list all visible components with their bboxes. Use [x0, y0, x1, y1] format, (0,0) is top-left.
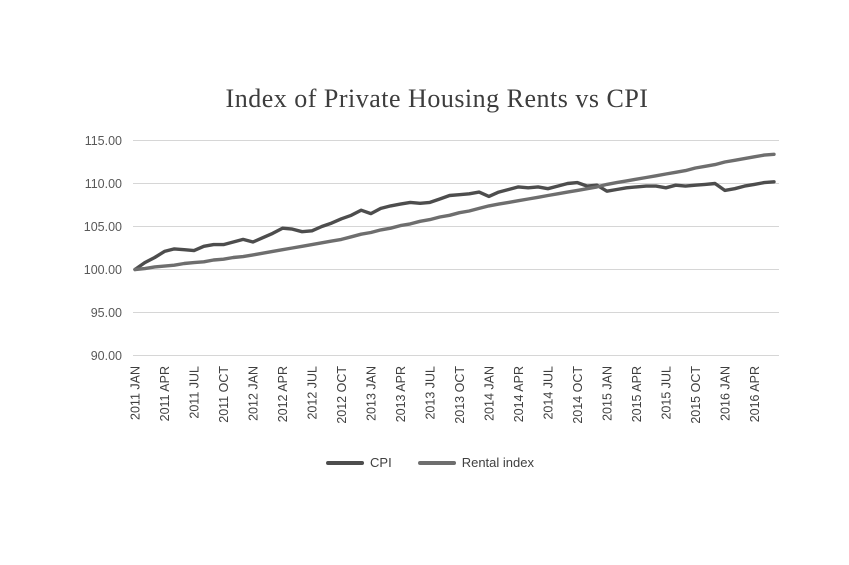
x-tick-label: 2011 APR — [158, 366, 172, 421]
y-tick-label: 115.00 — [85, 134, 122, 148]
x-tick-label: 2015 JAN — [600, 366, 614, 421]
legend-label-rental-index: Rental index — [461, 455, 534, 470]
x-tick-label: 2012 JUL — [305, 366, 319, 420]
x-tick-label: 2012 OCT — [335, 366, 349, 424]
x-tick-label: 2012 JAN — [246, 366, 260, 421]
x-tick-label: 2015 OCT — [689, 366, 703, 424]
x-tick-label: 2012 APR — [276, 366, 290, 422]
y-tick-label: 90.00 — [91, 349, 122, 363]
x-tick-label: 2014 OCT — [571, 366, 585, 424]
x-tick-label: 2014 JAN — [482, 366, 496, 421]
y-tick-label: 95.00 — [91, 306, 122, 320]
legend-item-rental-index: Rental index — [417, 455, 534, 470]
cpi-line-swatch-icon — [326, 460, 365, 465]
y-tick-label: 105.00 — [84, 220, 122, 234]
legend-item-cpi: CPI — [326, 455, 392, 470]
y-tick-label: 100.00 — [84, 263, 122, 277]
cpi-line — [133, 180, 776, 272]
x-tick-label: 2014 APR — [512, 366, 526, 422]
x-tick-label: 2015 JUL — [659, 366, 673, 420]
x-tick-label: 2015 APR — [630, 366, 644, 422]
x-tick-label: 2011 JUL — [187, 366, 201, 419]
x-tick-label: 2016 APR — [748, 366, 762, 422]
x-tick-label: 2016 JAN — [718, 366, 732, 421]
x-tick-label: 2014 JUL — [541, 366, 555, 420]
legend-label-cpi: CPI — [370, 455, 392, 470]
y-tick-label: 110.00 — [85, 177, 122, 191]
x-tick-label: 2013 OCT — [453, 366, 467, 424]
chart-title: Index of Private Housing Rents vs CPI — [225, 84, 649, 113]
x-tick-label: 2013 JAN — [364, 366, 378, 421]
chart-legend: CPI Rental index — [326, 455, 534, 470]
x-tick-label: 2013 JUL — [423, 366, 437, 420]
rental-index-line — [133, 152, 776, 272]
x-tick-label: 2011 JAN — [129, 366, 143, 420]
x-tick-label: 2013 APR — [394, 366, 408, 422]
x-tick-label: 2011 OCT — [217, 366, 231, 423]
rental-index-line-swatch-icon — [417, 460, 456, 465]
